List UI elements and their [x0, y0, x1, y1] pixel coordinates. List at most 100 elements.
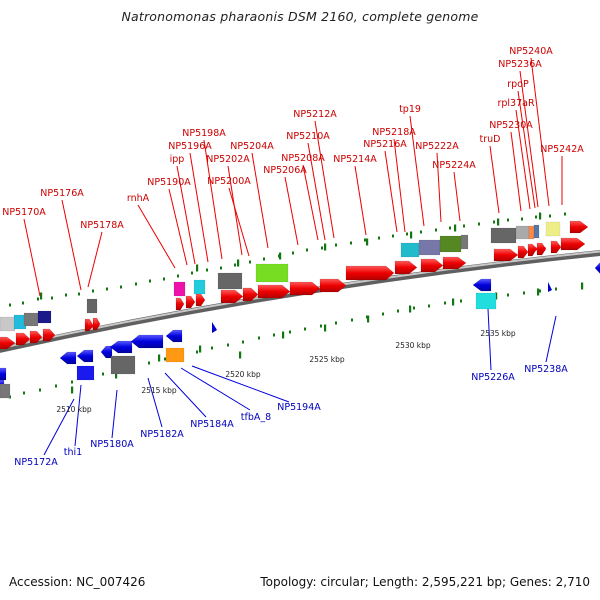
tick-dot — [449, 226, 451, 230]
forward-leader-line — [302, 164, 319, 241]
kbp-axis-label: 2510 kbp — [56, 405, 92, 414]
reverse-gene-arrow — [59, 351, 77, 365]
tick-major — [495, 292, 498, 300]
forward-gene-arrow — [94, 320, 100, 330]
misc-feature-block — [418, 239, 441, 256]
tick-dot — [220, 266, 222, 270]
tick-dot — [507, 218, 509, 222]
tick-dot — [39, 388, 41, 392]
forward-leader-line — [436, 152, 442, 223]
misc-feature-block — [490, 227, 517, 244]
reverse-gene-arrow — [0, 367, 7, 381]
forward-leader-line — [489, 145, 500, 214]
tick-dot — [51, 296, 53, 300]
label-leader-lines — [23, 57, 563, 456]
forward-gene-arrow — [540, 243, 546, 253]
tick-major — [279, 252, 282, 260]
forward-gene-arrow — [345, 265, 395, 281]
reverse-gene-arrow — [594, 262, 600, 274]
forward-gene-arrow — [88, 321, 94, 331]
forward-gene-label: NP5190A — [147, 177, 191, 188]
tick-major — [497, 218, 500, 226]
tick-marks — [9, 212, 584, 399]
reverse-gene-arrow — [76, 349, 94, 363]
forward-leader-line — [23, 218, 41, 297]
tick-dot — [23, 391, 25, 395]
forward-leader-line — [307, 142, 326, 241]
forward-gene-label: tp19 — [399, 104, 421, 115]
forward-gene-label: NP5178A — [80, 220, 124, 231]
tick-dot — [78, 292, 80, 296]
misc-feature-block — [528, 225, 535, 240]
forward-leader-line — [284, 176, 299, 246]
tick-major — [367, 315, 370, 323]
reverse-gene-label: NP5184A — [190, 419, 234, 430]
forward-gene-label: NP5210A — [286, 131, 330, 142]
tick-major — [366, 238, 369, 246]
gene-features — [0, 220, 600, 399]
tick-dot — [9, 303, 11, 307]
forward-gene-label: NP5216A — [363, 139, 407, 150]
forward-gene-arrow — [493, 248, 519, 262]
tick-major — [40, 292, 43, 300]
forward-leader-line — [176, 165, 196, 265]
tick-dot — [435, 228, 437, 232]
forward-leader-line — [137, 204, 176, 269]
tick-dot — [249, 260, 251, 264]
forward-leader-line — [453, 171, 461, 222]
forward-leader-line — [515, 109, 531, 210]
misc-feature-block — [217, 272, 243, 290]
tick-major — [239, 351, 242, 359]
misc-feature-block — [23, 312, 39, 327]
tick-major — [199, 345, 202, 353]
forward-leader-line — [61, 199, 82, 291]
tick-dot — [564, 212, 566, 216]
tick-dot — [428, 304, 430, 308]
forward-gene-label: NP5214A — [333, 154, 377, 165]
kbp-axis-label: 2520 kbp — [225, 370, 261, 379]
reverse-gene-label: NP5180A — [90, 439, 134, 450]
forward-gene-label: NP5206A — [263, 165, 307, 176]
kbp-axis-labels: 2510 kbp 2515 kbp 2520 kbp 2525 kbp 2530 kbp… — [56, 329, 516, 414]
forward-leader-line — [227, 165, 243, 256]
tick-dot — [392, 234, 394, 238]
misc-feature-block — [400, 242, 420, 258]
forward-gene-arrow — [550, 240, 562, 254]
tick-dot — [304, 327, 306, 331]
tick-major — [581, 282, 584, 290]
tick-dot — [335, 243, 337, 247]
forward-gene-arrow — [185, 295, 196, 309]
tick-dot — [92, 289, 94, 293]
misc-feature-block — [86, 298, 98, 314]
reverse-leader-line — [43, 398, 75, 456]
forward-gene-label: NP5170A — [2, 207, 46, 218]
tick-dot — [263, 257, 265, 261]
reverse-gene-arrow — [109, 340, 133, 354]
tick-dot — [242, 340, 244, 344]
forward-leader-line — [251, 152, 269, 249]
forward-gene-arrow — [319, 278, 347, 293]
tick-dot — [258, 336, 260, 340]
forward-gene-labels: NP5170A NP5176A NP5178A rnhA NP5190A ipp NP519… — [2, 46, 584, 231]
forward-gene-label: NP5196A — [168, 141, 212, 152]
forward-leader-line — [228, 187, 250, 257]
forward-gene-label: NP5222A — [415, 141, 459, 152]
tick-dot — [273, 333, 275, 337]
tick-dot — [320, 324, 322, 328]
tick-dot — [306, 248, 308, 252]
tick-dot — [321, 246, 323, 250]
tick-dot — [535, 215, 537, 219]
tick-dot — [149, 279, 151, 283]
tick-dot — [364, 238, 366, 242]
reverse-gene-label: NP5238A — [524, 364, 568, 375]
genome-stats-text: Topology: circular; Length: 2,595,221 bp… — [260, 575, 590, 589]
tick-dot — [351, 318, 353, 322]
misc-feature-block — [110, 355, 136, 375]
misc-feature-block — [0, 383, 11, 399]
reverse-gene-labels: NP5172A thi1 NP5180A NP5182A NP5184A tfbA_8 NP… — [14, 364, 568, 468]
tick-major — [452, 298, 455, 306]
reverse-leader-line — [545, 315, 557, 363]
tick-dot — [420, 230, 422, 234]
misc-feature-block — [0, 316, 16, 332]
tick-major — [71, 386, 74, 394]
